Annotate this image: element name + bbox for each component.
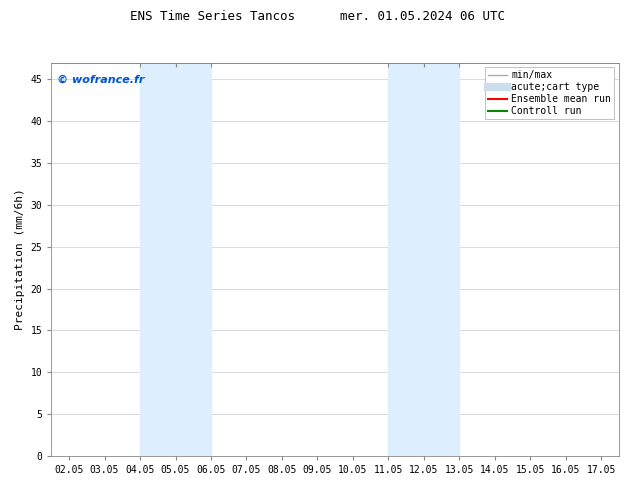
Bar xyxy=(389,63,460,456)
Y-axis label: Precipitation (mm/6h): Precipitation (mm/6h) xyxy=(15,189,25,330)
Bar xyxy=(140,63,211,456)
Text: ENS Time Series Tancos      mer. 01.05.2024 06 UTC: ENS Time Series Tancos mer. 01.05.2024 0… xyxy=(129,10,505,23)
Legend: min/max, acute;cart type, Ensemble mean run, Controll run: min/max, acute;cart type, Ensemble mean … xyxy=(485,68,614,119)
Text: © wofrance.fr: © wofrance.fr xyxy=(57,74,145,84)
